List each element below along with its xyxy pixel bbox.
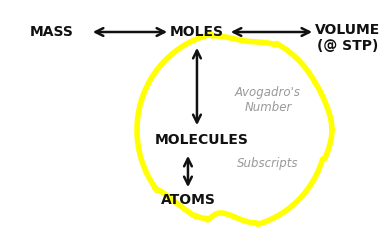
Text: Avogadro's
Number: Avogadro's Number	[235, 86, 301, 114]
Text: MOLES: MOLES	[170, 25, 224, 39]
Text: Subscripts: Subscripts	[237, 157, 299, 169]
Text: MOLECULES: MOLECULES	[155, 133, 249, 147]
Text: VOLUME
(@ STP): VOLUME (@ STP)	[315, 23, 381, 53]
Text: MASS: MASS	[30, 25, 74, 39]
Text: ATOMS: ATOMS	[161, 193, 215, 207]
Polygon shape	[137, 34, 332, 224]
